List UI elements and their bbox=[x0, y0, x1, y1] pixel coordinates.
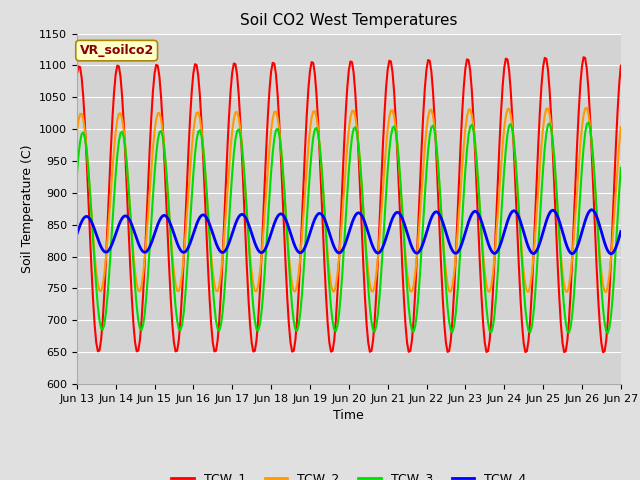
Title: Soil CO2 West Temperatures: Soil CO2 West Temperatures bbox=[240, 13, 458, 28]
Legend: TCW_1, TCW_2, TCW_3, TCW_4: TCW_1, TCW_2, TCW_3, TCW_4 bbox=[166, 468, 531, 480]
Line: TCW_2: TCW_2 bbox=[77, 108, 621, 292]
Text: VR_soilco2: VR_soilco2 bbox=[79, 44, 154, 57]
Y-axis label: Soil Temperature (C): Soil Temperature (C) bbox=[20, 144, 33, 273]
X-axis label: Time: Time bbox=[333, 409, 364, 422]
Line: TCW_4: TCW_4 bbox=[77, 210, 621, 254]
Line: TCW_1: TCW_1 bbox=[77, 57, 621, 352]
Line: TCW_3: TCW_3 bbox=[77, 122, 621, 333]
